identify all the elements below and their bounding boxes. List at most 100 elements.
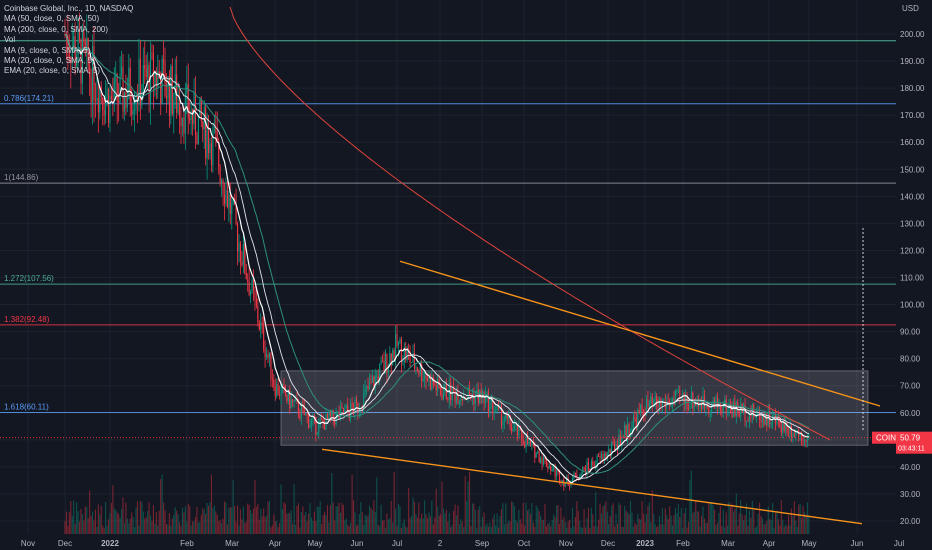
candle-body [384,353,386,370]
volume-bar [614,526,616,534]
candle-body [687,408,690,410]
candle-body [347,405,349,412]
candle-body [670,405,672,407]
legend-ma9[interactable]: MA (9, close, 0, SMA, 5) [4,45,91,55]
candle-body [650,396,652,403]
volume-bar [557,504,559,534]
volume-bar [228,508,230,534]
legend-ma50[interactable]: MA (50, close, 0, SMA, 50) [4,14,100,24]
volume-bar [535,505,537,534]
legend-title[interactable]: Coinbase Global, Inc., 1D, NASDAQ [4,4,134,13]
volume-bar [86,507,88,534]
volume-bar [703,518,705,534]
candle-body [202,121,204,130]
volume-bar [373,500,375,534]
candle-body [508,416,510,419]
volume-bar [276,521,278,534]
candle-body [735,401,737,417]
volume-bar [342,504,344,534]
candle-body [168,76,170,116]
candle-body [128,67,130,98]
candle-body [773,414,775,416]
volume-bar [506,523,508,534]
volume-bar [448,512,450,534]
candle-body [788,433,790,434]
volume-bar [80,508,82,534]
candle-body [759,411,761,420]
volume-bar [790,508,792,534]
last-price-label: COIN 50.79 03:43:11 [0,431,932,454]
symbol-badge-text: COIN [876,434,896,443]
volume-bar [686,527,688,534]
volume-bar [690,470,692,534]
volume-bar [714,509,716,534]
candle-body [250,291,252,295]
volume-bar [160,479,162,534]
fibonacci-levels: 0.786(174.21) 1(144.86) 1.272(107.56) 1.382… [0,40,896,413]
candle-body [344,408,346,414]
candle-body [622,437,624,439]
candle-body [78,29,81,40]
legend-ma20[interactable]: MA (20, close, 0, SMA, 5) [4,56,95,66]
volume-bar [261,516,263,534]
candle-body [495,410,497,412]
volume-bar [147,510,149,534]
volume-bar [492,518,494,534]
volume-bar [693,511,695,534]
volume-bar [798,504,800,534]
volume-bar [194,516,197,534]
volume-bar [519,519,521,534]
candle-body [627,423,629,438]
volume-bar [400,527,402,534]
volume-bar [257,503,259,534]
candle-body [632,417,634,427]
candle-body [748,413,750,422]
volume-bar [165,523,168,534]
candle-body [160,78,162,105]
candle-body [418,371,420,375]
candle-body [766,413,768,426]
time-tick-label: Mar [225,539,239,548]
volume-bar [65,511,67,534]
candle-body [219,167,221,184]
volume-bar [638,518,640,534]
candle-body [116,74,118,101]
volume-bar [695,501,697,534]
candle-body [134,109,136,112]
volume-bar [490,527,492,534]
volume-bar [110,502,112,534]
time-tick-label: Jun [351,539,364,548]
candle-body [161,59,163,105]
volume-bar [325,514,327,534]
candle-body [647,399,649,407]
time-tick-label: Feb [180,539,194,548]
volume-bar [387,519,389,534]
volume-bar [808,515,810,534]
volume-bar [260,508,262,534]
volume-bar [322,514,324,534]
candle-body [587,461,589,470]
candle-body [334,418,336,425]
legend-vol[interactable]: Vol [4,35,16,45]
candle-body [586,461,588,476]
legend-ema20[interactable]: EMA (20, close, 0, SMA, 5) [4,66,101,76]
volume-bar [403,519,405,534]
candle-body [237,223,239,252]
legend-ma200[interactable]: MA (200, close, 0, SMA, 200) [4,24,109,34]
candle-body [657,404,659,408]
volume-bar [231,507,233,534]
candle-body [422,379,424,381]
volume-bar [658,516,661,534]
volume-bar [248,504,250,534]
candle-body [395,333,397,359]
candle-body [242,244,244,266]
volume-bar [541,519,543,534]
volume-bar [566,527,568,534]
volume-bar [786,526,788,534]
volume-bar [705,523,707,534]
price-tick-label: 40.00 [900,463,921,472]
candle-body [431,377,433,390]
volume-bar [727,525,729,534]
volume-bar [503,524,505,534]
